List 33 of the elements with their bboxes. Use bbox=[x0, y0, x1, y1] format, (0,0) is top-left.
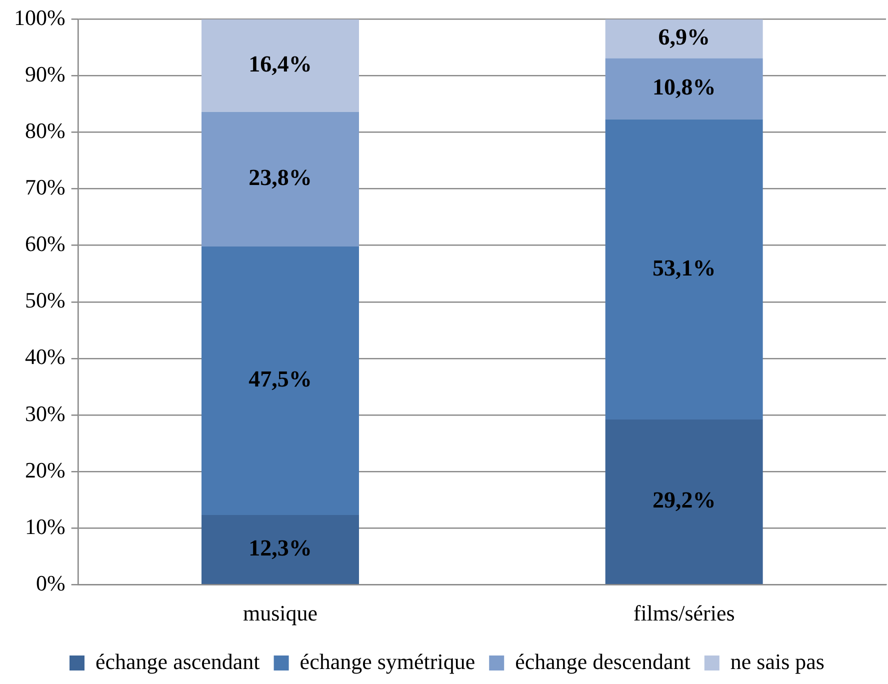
bar bbox=[201, 515, 359, 584]
data-label: 29,2% bbox=[652, 488, 716, 513]
data-label: 23,8% bbox=[248, 165, 312, 190]
y-tick-label: 90% bbox=[25, 62, 66, 87]
bar bbox=[201, 19, 359, 112]
data-label: 12,3% bbox=[248, 535, 312, 560]
y-tick-label: 60% bbox=[25, 231, 66, 256]
data-label: 53,1% bbox=[652, 255, 716, 280]
bar bbox=[201, 246, 359, 516]
y-tick-label: 30% bbox=[25, 400, 66, 426]
y-tick-label: 100% bbox=[14, 4, 66, 30]
y-tick-label: 0% bbox=[36, 570, 66, 596]
bar bbox=[605, 119, 763, 420]
x-tick-label: musique bbox=[242, 600, 318, 626]
bar bbox=[605, 420, 763, 584]
data-label: 6,9% bbox=[658, 24, 710, 50]
data-label: 47,5% bbox=[248, 366, 312, 392]
y-tick-label: 10% bbox=[25, 514, 66, 539]
y-tick-label: 40% bbox=[25, 344, 66, 370]
bar bbox=[201, 112, 359, 246]
y-tick-label: 50% bbox=[25, 288, 66, 313]
bar bbox=[605, 19, 763, 58]
legend-label: ne sais pas bbox=[730, 648, 824, 674]
y-tick-label: 80% bbox=[25, 118, 66, 144]
bar bbox=[605, 58, 763, 120]
y-tick-label: 20% bbox=[25, 457, 66, 482]
data-label: 10,8% bbox=[652, 74, 716, 100]
data-label: 16,4% bbox=[248, 52, 312, 76]
legend-label: échange ascendant bbox=[96, 648, 260, 674]
y-tick-label: 70% bbox=[25, 174, 66, 200]
legend-label: échange symétrique bbox=[300, 648, 476, 674]
legend-label: échange descendant bbox=[515, 648, 690, 674]
x-tick-label: films/séries bbox=[633, 600, 735, 626]
